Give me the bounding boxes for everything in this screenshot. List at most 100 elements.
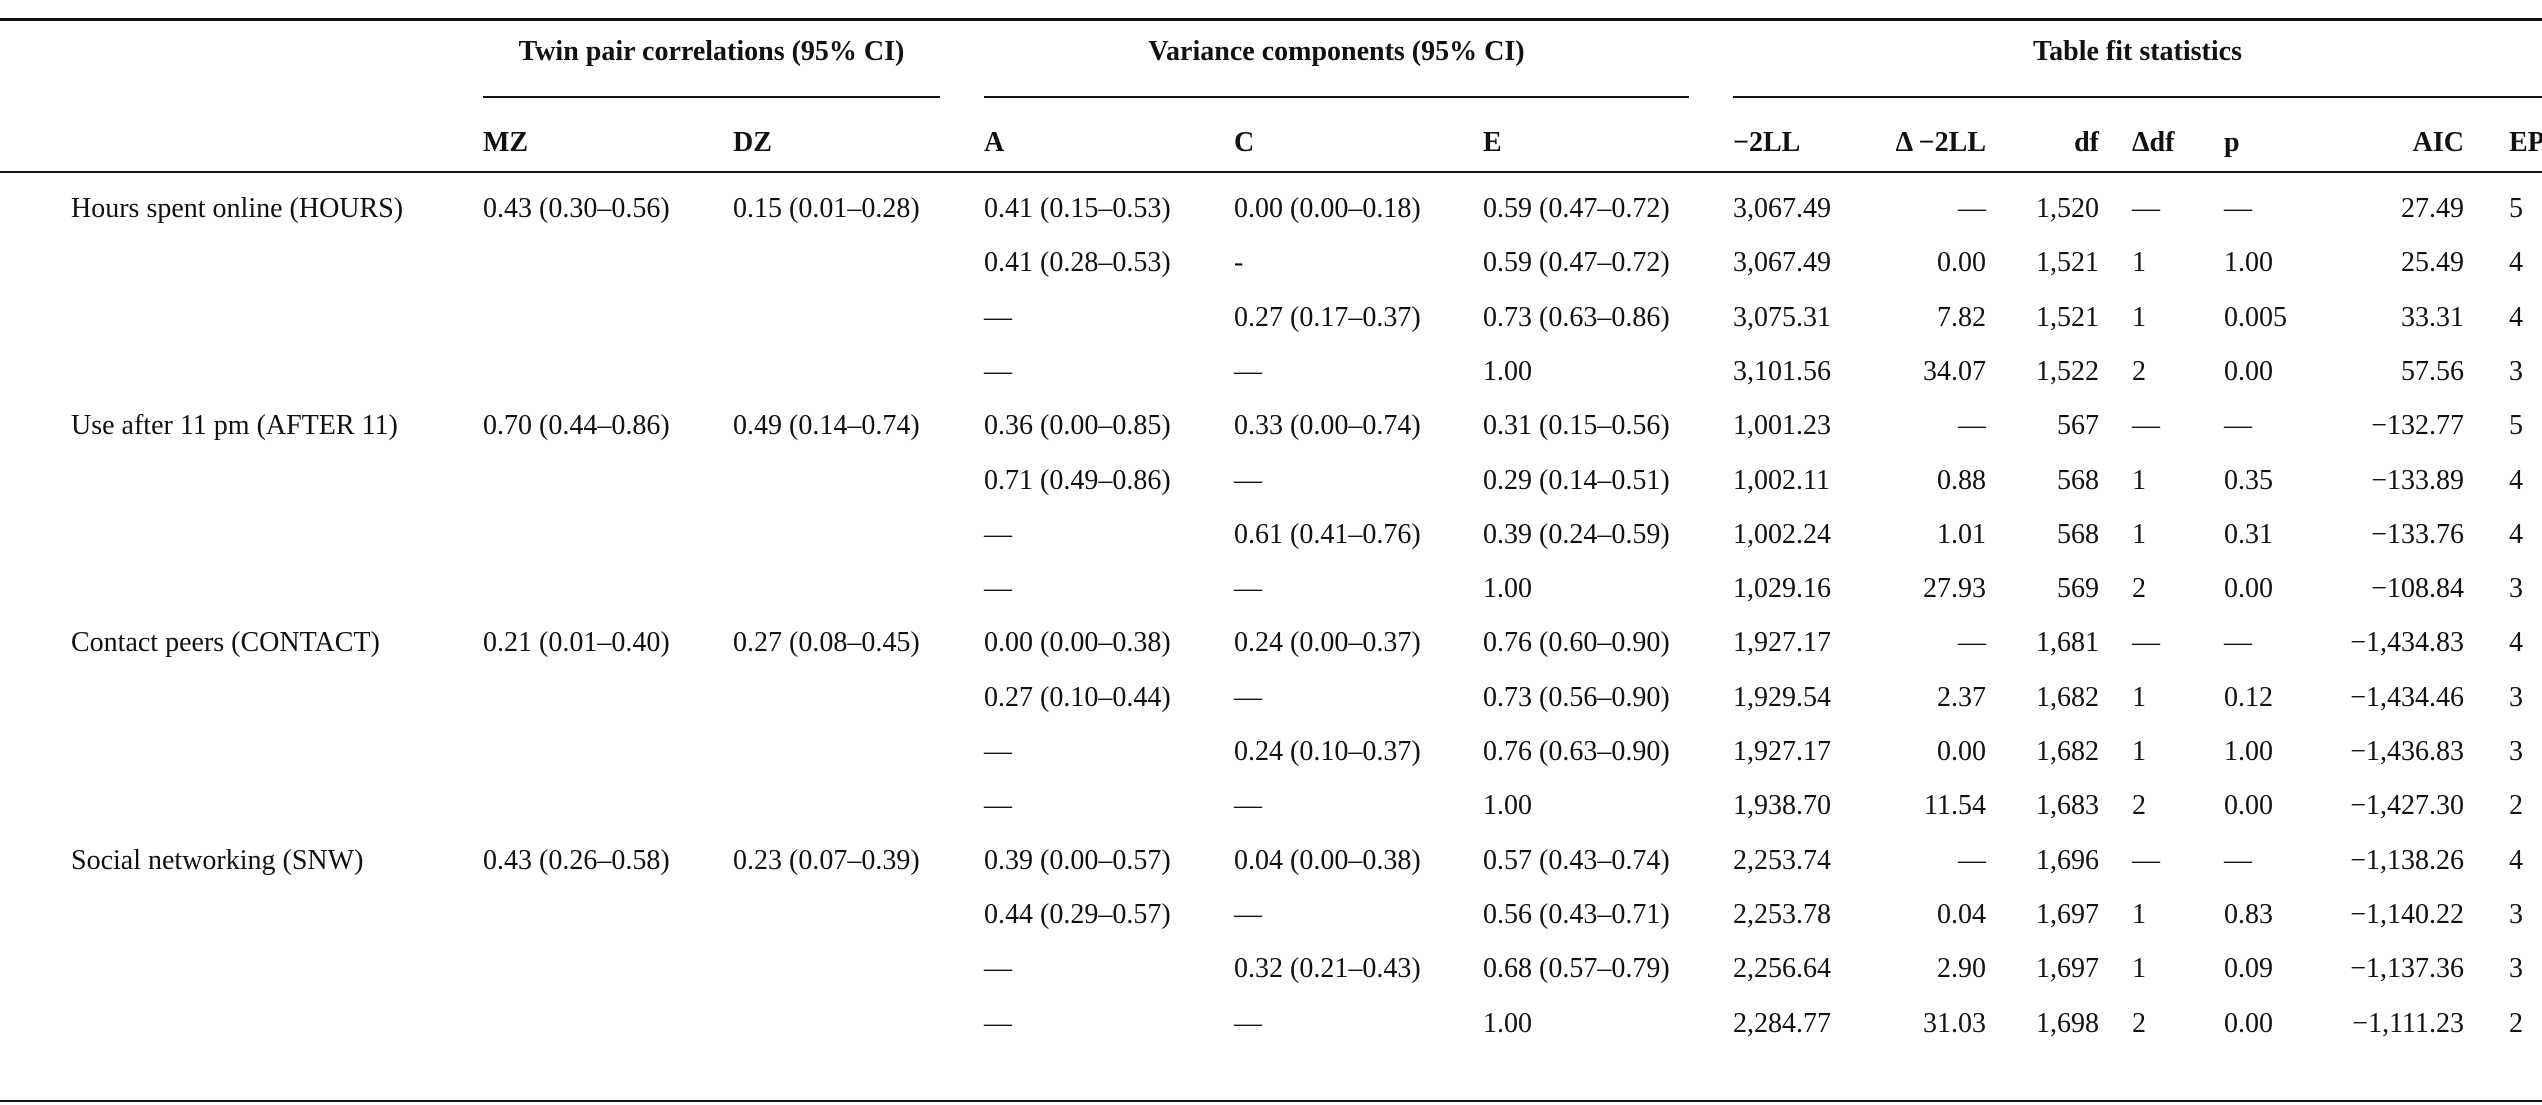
table-cell: 4 — [2509, 301, 2523, 333]
table-cell: 568 — [2057, 464, 2099, 496]
table-cell: — — [984, 355, 1012, 387]
table-cell: 0.44 (0.29–0.57) — [984, 898, 1171, 930]
table-cell: 3 — [2509, 736, 2523, 767]
table-cell: 1 — [2132, 301, 2146, 333]
table-cell: 0.59 (0.47–0.72) — [1483, 247, 1670, 279]
table-cell: −1,434.83 — [2350, 627, 2464, 659]
table-cell: 1,002.11 — [1733, 464, 1830, 496]
column-header: AIC — [2412, 127, 2464, 158]
table-cell: 1,520 — [2036, 193, 2099, 224]
table-cell: 0.24 (0.00–0.37) — [1234, 627, 1421, 659]
table-cell: 0.31 — [2224, 518, 2273, 550]
table-cell: 1.00 — [1483, 790, 1532, 822]
table-cell: 3,067.49 — [1733, 193, 1831, 224]
table-cell: — — [1958, 627, 1986, 659]
table-cell: 3 — [2509, 953, 2523, 985]
table-cell: 0.35 — [2224, 464, 2273, 496]
table-cell: 4 — [2509, 464, 2523, 496]
table-cell: — — [1234, 898, 1262, 930]
column-header: A — [984, 127, 1005, 158]
table-cell: −1,137.36 — [2350, 953, 2464, 985]
table-cell: 0.005 — [2224, 301, 2287, 333]
table-cell: — — [2132, 410, 2160, 442]
table-cell: 1,002.24 — [1733, 518, 1831, 550]
table-cell: 2,256.64 — [1733, 953, 1831, 985]
table-cell: 0.73 (0.63–0.86) — [1483, 301, 1670, 333]
table-cell: — — [2224, 410, 2252, 442]
table-cell: 0.88 — [1937, 464, 1986, 496]
column-header: E — [1483, 127, 1502, 158]
table-cell: 3,067.49 — [1733, 247, 1831, 279]
table-cell: 1.00 — [1483, 573, 1532, 605]
table-cell: — — [984, 736, 1012, 767]
table-cell: 0.09 — [2224, 953, 2273, 985]
table-cell: 1,927.17 — [1733, 736, 1831, 767]
table-cell: 1,029.16 — [1733, 573, 1831, 605]
table-cell: 0.73 (0.56–0.90) — [1483, 681, 1670, 713]
table-cell: 27.49 — [2401, 193, 2464, 224]
row-label: Contact peers (CONTACT) — [71, 627, 380, 659]
table-cell: 0.31 (0.15–0.56) — [1483, 410, 1670, 442]
table-cell: 1.01 — [1937, 518, 1986, 550]
mz-cell: 0.43 (0.26–0.58) — [483, 844, 670, 876]
table-cell: 1,929.54 — [1733, 681, 1831, 713]
row-label: Social networking (SNW) — [71, 844, 364, 876]
mz-cell: 0.43 (0.30–0.56) — [483, 193, 670, 224]
table-cell: 2.90 — [1937, 953, 1986, 985]
table-cell: - — [1234, 247, 1244, 279]
bottom-rule — [0, 1100, 2542, 1102]
table-cell: 1,697 — [2036, 953, 2099, 985]
table-cell: 1 — [2132, 953, 2146, 985]
table-cell: 0.27 (0.10–0.44) — [984, 681, 1171, 713]
table-cell: — — [1958, 844, 1986, 876]
table-cell: 3,101.56 — [1733, 355, 1831, 387]
row-label: Use after 11 pm (AFTER 11) — [71, 410, 398, 442]
table-cell: 2 — [2132, 790, 2146, 822]
table-cell: 0.29 (0.14–0.51) — [1483, 464, 1670, 496]
table-cell: 0.61 (0.41–0.76) — [1234, 518, 1421, 550]
table-cell: −1,140.22 — [2350, 898, 2464, 930]
table-cell: — — [984, 953, 1012, 985]
table-cell: — — [1234, 1007, 1262, 1039]
table-cell: 3 — [2509, 573, 2523, 605]
table-cell: 0.76 (0.60–0.90) — [1483, 627, 1670, 659]
table-cell: 568 — [2057, 518, 2099, 550]
table-cell: 2 — [2132, 355, 2146, 387]
table-cell: 3,075.31 — [1733, 301, 1831, 333]
table-cell: 3 — [2509, 898, 2523, 930]
table-cell: — — [1234, 790, 1262, 822]
table-cell: 1.00 — [2224, 736, 2273, 767]
table-cell: 1,696 — [2036, 844, 2099, 876]
table-cell: 0.27 (0.17–0.37) — [1234, 301, 1421, 333]
table-cell: 1,682 — [2036, 736, 2099, 767]
table-cell: 0.00 — [1937, 247, 1986, 279]
table-cell: 1,682 — [2036, 681, 2099, 713]
table-cell: 0.00 — [2224, 1007, 2273, 1039]
table-cell: — — [1234, 681, 1262, 713]
column-header: DZ — [733, 127, 772, 158]
column-header: EP — [2509, 127, 2542, 158]
table-cell: −133.76 — [2371, 518, 2464, 550]
table-cell: 567 — [2057, 410, 2099, 442]
table-cell: 0.41 (0.15–0.53) — [984, 193, 1171, 224]
table-cell: 1 — [2132, 681, 2146, 713]
table-cell: 2,253.78 — [1733, 898, 1831, 930]
table-cell: — — [984, 1007, 1012, 1039]
group-header: Variance components (95% CI) — [1148, 36, 1525, 67]
table-cell: −1,138.26 — [2350, 844, 2464, 876]
table-cell: 1,697 — [2036, 898, 2099, 930]
table-cell: 1,683 — [2036, 790, 2099, 822]
table-cell: 0.36 (0.00–0.85) — [984, 410, 1171, 442]
table-cell: — — [1958, 410, 1986, 442]
table-cell: — — [984, 518, 1012, 550]
table-cell: 0.59 (0.47–0.72) — [1483, 193, 1670, 224]
table-cell: 33.31 — [2401, 301, 2464, 333]
table-cell: 1 — [2132, 247, 2146, 279]
dz-cell: 0.49 (0.14–0.74) — [733, 410, 920, 442]
table-cell: 4 — [2509, 518, 2523, 550]
table-cell: 0.00 (0.00–0.38) — [984, 627, 1171, 659]
table-cell: 1,521 — [2036, 301, 2099, 333]
table-cell: — — [1234, 573, 1262, 605]
table-cell: 1,938.70 — [1733, 790, 1831, 822]
column-header: p — [2224, 127, 2240, 158]
